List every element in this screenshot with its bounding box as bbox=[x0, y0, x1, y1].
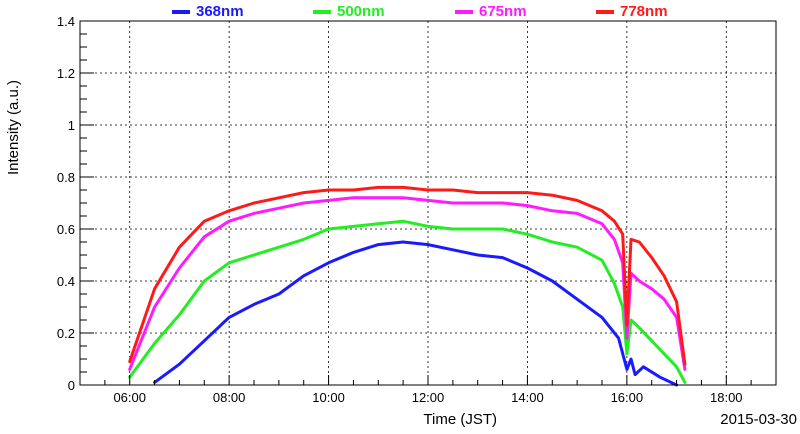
series-line-675nm bbox=[128, 196, 687, 371]
y-tick-label: 1.2 bbox=[57, 66, 75, 81]
legend-label-500nm: 500nm bbox=[337, 3, 385, 20]
legend-label-778nm: 778nm bbox=[620, 3, 668, 20]
grid bbox=[80, 21, 776, 385]
y-tick-label: 0.8 bbox=[57, 170, 75, 185]
x-tick-label: 14:00 bbox=[511, 390, 544, 405]
x-axis-title: Time (JST) bbox=[423, 411, 497, 428]
x-tick-label: 12:00 bbox=[412, 390, 445, 405]
x-tick-label: 06:00 bbox=[113, 390, 146, 405]
axes: 06:00 08:00 10:00 12:00 14:00 16:00 18:00 0 0.2 0… bbox=[57, 14, 777, 405]
legend: 368nm 500nm 675nm 778nm bbox=[172, 3, 668, 20]
y-tick-label: 0 bbox=[68, 378, 75, 393]
y-tick-label: 1 bbox=[68, 118, 75, 133]
y-tick-label: 1.4 bbox=[57, 14, 75, 29]
x-tick-label: 18:00 bbox=[710, 390, 743, 405]
y-axis-title: Intensity (a.u.) bbox=[5, 80, 22, 175]
x-tick-label: 10:00 bbox=[312, 390, 345, 405]
legend-label-675nm: 675nm bbox=[479, 3, 527, 20]
y-tick-label: 0.6 bbox=[57, 222, 75, 237]
y-tick-label: 0.2 bbox=[57, 326, 75, 341]
y-tick-label: 0.4 bbox=[57, 274, 75, 289]
x-tick-label: 08:00 bbox=[213, 390, 246, 405]
x-tick-label: 16:00 bbox=[611, 390, 644, 405]
series-line-778nm bbox=[128, 185, 687, 366]
series-group bbox=[128, 185, 687, 387]
series-line-500nm bbox=[128, 219, 687, 384]
series-line-368nm bbox=[153, 240, 679, 387]
legend-label-368nm: 368nm bbox=[196, 3, 244, 20]
date-label: 2015-03-30 bbox=[720, 411, 797, 428]
